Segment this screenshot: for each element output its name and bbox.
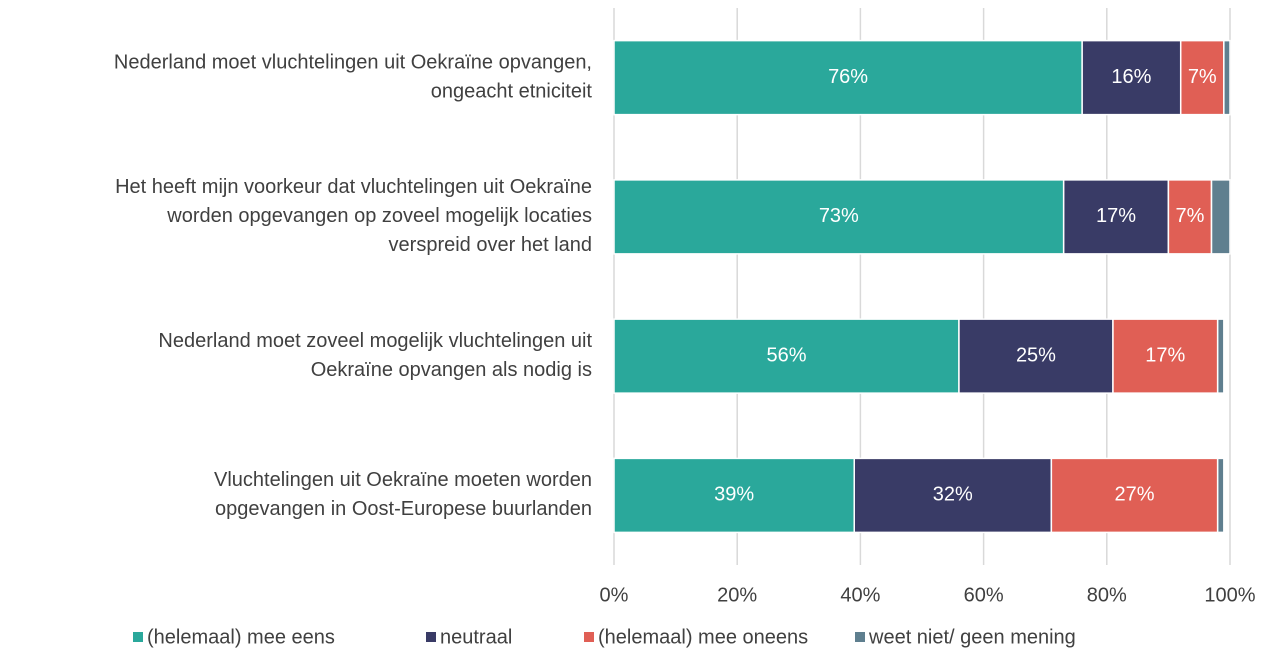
category-label: worden opgevangen op zoveel mogelijk loc… [166, 205, 592, 227]
category-label: Het heeft mijn voorkeur dat vluchtelinge… [115, 176, 592, 198]
value-label: 7% [1176, 205, 1205, 227]
value-label: 16% [1111, 66, 1151, 88]
value-label: 25% [1016, 344, 1056, 366]
value-label: 76% [828, 66, 868, 88]
x-tick-label: 0% [600, 584, 629, 606]
legend-swatch [855, 632, 865, 642]
category-label: Nederland moet zoveel mogelijk vluchteli… [158, 330, 592, 352]
bar-segment [613, 318, 960, 394]
bar-segment [1062, 179, 1170, 255]
bar-segment [1216, 457, 1225, 534]
category-label: Oekraïne opvangen als nodig is [311, 359, 592, 381]
bar-segment [613, 457, 855, 534]
bar-segment [1210, 179, 1231, 255]
category-label: verspreid over het land [389, 234, 592, 256]
category-label: Vluchtelingen uit Oekraïne moeten worden [214, 469, 592, 491]
category-label: ongeacht etniciteit [431, 80, 593, 102]
legend-label: (helemaal) mee eens [147, 626, 335, 648]
x-tick-label: 40% [840, 584, 880, 606]
bar-segment [1112, 318, 1219, 394]
value-label: 27% [1115, 484, 1155, 506]
x-tick-label: 80% [1087, 584, 1127, 606]
bar-segment [853, 457, 1053, 534]
legend-swatch [133, 632, 143, 642]
value-label: 39% [714, 484, 754, 506]
legend-label: weet niet/ geen mening [868, 626, 1076, 648]
legend-swatch [584, 632, 594, 642]
x-tick-label: 20% [717, 584, 757, 606]
bar-segment [1050, 457, 1219, 534]
legend-swatch [426, 632, 436, 642]
bar-segment [1167, 179, 1213, 255]
legend-label: (helemaal) mee oneens [598, 626, 808, 648]
category-label: Nederland moet vluchtelingen uit Oekraïn… [114, 51, 592, 73]
value-label: 17% [1145, 344, 1185, 366]
value-label: 56% [766, 344, 806, 366]
x-tick-label: 100% [1204, 584, 1255, 606]
value-label: 7% [1188, 66, 1217, 88]
bar-segment [1216, 318, 1225, 394]
bar-segment [1223, 39, 1231, 116]
value-label: 73% [819, 205, 859, 227]
category-label: opgevangen in Oost-Europese buurlanden [215, 498, 592, 520]
bar-segment [613, 179, 1065, 255]
x-tick-label: 60% [964, 584, 1004, 606]
value-label: 17% [1096, 205, 1136, 227]
bar-segment [613, 39, 1083, 116]
legend-label: neutraal [440, 626, 512, 648]
value-label: 32% [933, 484, 973, 506]
bar-segment [958, 318, 1114, 394]
